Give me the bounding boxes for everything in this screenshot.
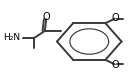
Text: H₂N: H₂N xyxy=(3,33,20,42)
Text: O: O xyxy=(112,13,119,23)
Text: O: O xyxy=(43,12,50,22)
Text: O: O xyxy=(112,60,119,70)
